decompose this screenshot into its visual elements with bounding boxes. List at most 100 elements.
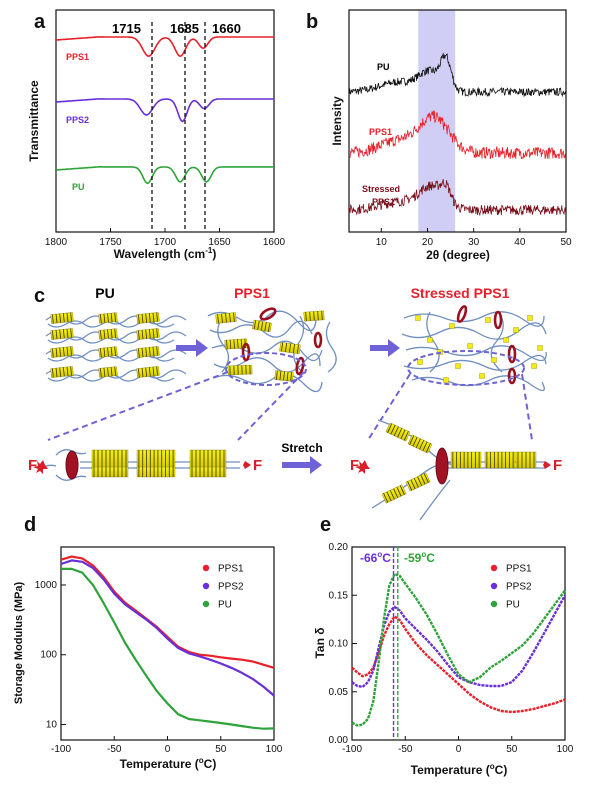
hard-segment-stripe [281,342,284,352]
hard-segment-stripe [387,423,393,433]
panel-d-curves [60,555,275,730]
hard-segment-stripe [275,370,278,380]
hard-segment-stripe [399,485,405,495]
panel-b-frame [348,9,567,233]
hard-segment-stripe [141,314,144,324]
soft-chain [403,354,547,371]
x-axis-label: 2θ (degree) [426,248,490,262]
hard-segment-stripe [114,346,117,356]
hard-segment-body [136,466,176,478]
hard-segment [227,364,253,376]
hard-segment-stripe [141,348,144,358]
soft-chain [411,375,545,392]
panel-a-curves [55,36,274,185]
hard-segment-body [450,451,482,469]
hard-segment-stripe [70,312,72,322]
series-label-stressed-pps1: PPS1 [372,197,395,207]
hard-segment-stripe [283,371,285,381]
x-tick-label: 1750 [99,237,122,248]
panel-b-curves [348,52,566,217]
hard-segment-stripe [110,347,113,357]
highlight-band [418,10,456,232]
hard-segment-stripe [141,368,144,378]
hard-segment-stripe [156,328,158,338]
hard-segment [136,328,160,340]
hard-segment-fragment [491,357,497,363]
legend-marker-pps2 [202,582,210,590]
hard-segment-stripe [114,328,117,338]
panel-e-tan-delta: e -100 -50 0 50 100 0.00 0.05 0.10 0.15 0.20 PPS1… [313,514,574,777]
tg-annotation-pu: -59oC [404,550,435,565]
hard-segment-body [381,484,407,504]
x-tick-label: 1800 [45,237,68,248]
hard-segment-stripe [285,342,288,352]
hard-segment-stripe [264,322,267,332]
hard-segment-stripe [52,368,54,378]
x-tick-label: -50 [398,744,413,755]
x-tick-label: 1600 [263,237,286,248]
series-line-pps1 [55,36,274,58]
legend-label-pps1: PPS1 [506,564,532,575]
legend-label-pps2: PPS2 [506,582,532,593]
hard-segment-stripe [103,313,106,323]
hard-segment-stripe [423,473,429,483]
x-axis-label: Temperature (oC) [120,756,217,771]
hard-segment [50,346,74,358]
series-line-pps2 [55,98,274,123]
hard-segment-stripe [240,339,243,349]
hard-segment-stripe [390,424,396,435]
hard-segment-stripe [70,366,72,376]
y-tick-label: 100 [40,650,57,661]
x-tick-label: 1700 [154,237,177,248]
hard-segment-stripe [99,348,102,358]
hard-segment-stripe [55,330,58,340]
y-tick-label: 10 [46,720,58,731]
hard-segment-stripe [425,443,431,453]
series-label-pu: PU [72,182,85,192]
pu-network [45,312,187,382]
panel-e-frame [351,546,566,741]
hard-segment [50,328,74,340]
hard-segment-fragment [417,359,423,365]
series-label-pps2: PPS2 [66,115,89,125]
hard-segment-fragment [527,315,533,321]
hard-segment [98,346,118,358]
hard-segment-fragment [503,337,509,343]
hard-segment-fragment [467,343,473,349]
hard-segment-stripe [296,344,299,354]
hard-segment [189,449,227,469]
hard-segment-stripe [229,339,232,349]
hard-segment-stripe [103,347,106,357]
hard-segment [98,328,118,340]
peak-annotation-1685: 1685 [170,21,199,36]
x-tick-label: 100 [557,744,574,755]
hard-segment-stripe [290,372,293,382]
panel-b-label: b [306,11,318,33]
hard-segment-stripe [55,314,58,324]
legend-marker-pu [490,600,498,608]
zoom-line-1b [237,371,305,441]
hard-segment-fragment [537,345,543,351]
hard-segment-stripe [148,347,151,357]
zoom-ellipse-2 [407,350,525,386]
hard-segment-stripe [260,321,264,331]
panel-b-ticks: 10 20 30 40 50 [376,228,572,248]
hard-segment-stripe [99,314,102,324]
hard-segment-fragment [479,373,485,379]
hard-segment-stripe [99,368,102,378]
hard-segment-stripe [62,313,65,323]
force-marker-right-2 [543,461,551,469]
hard-segment-stripe [52,314,54,324]
x-tick-label: 50 [215,744,227,755]
hard-segment [385,422,411,442]
hard-segment-stripe [237,339,239,349]
hard-segment [50,312,74,324]
hard-segment [407,434,433,454]
hard-segment-stripe [389,490,395,500]
hard-segment-stripe [66,366,69,376]
hard-segment-fragment [427,337,433,343]
hard-segment-stripe [107,329,109,339]
hard-segment [136,366,160,378]
hard-segment-stripe [66,328,69,338]
